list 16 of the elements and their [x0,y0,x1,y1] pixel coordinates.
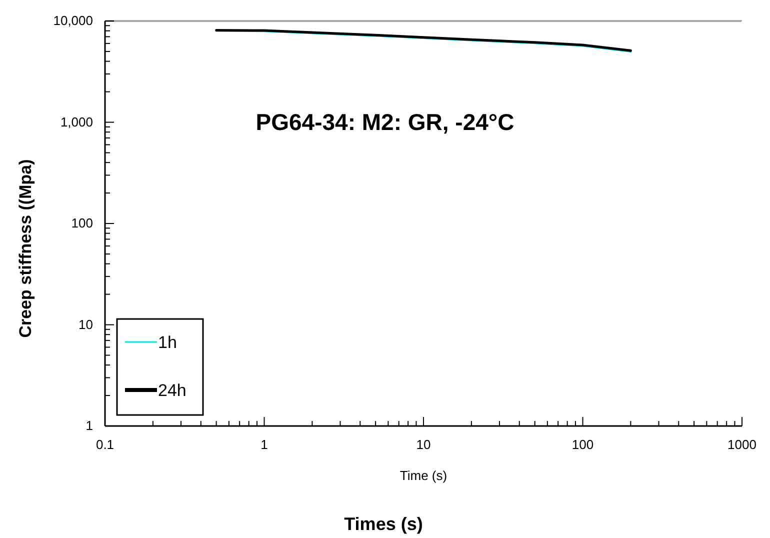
y-tick-label: 1 [86,418,93,434]
annotation: PG64-34: M2: GR, -24°C [256,109,514,135]
y-axis-title: Creep stiffness ((Mpa) [16,159,35,338]
y-tick-label: 10 [78,316,93,332]
x-tick-label: 1000 [728,437,756,452]
y-tick-label: 100 [71,216,93,231]
x-tick-label: 0.1 [96,437,114,452]
legend-label: 24h [158,381,186,400]
text: Time (s) [400,468,448,483]
y-tick-label: 10,000 [53,13,93,28]
x-axis-title: Times (s) [344,514,423,534]
x-tick-label: 10 [416,437,431,452]
x-tick-label: 1 [260,437,268,452]
y-tick-label: 1,000 [60,114,93,130]
x-tick-label: 100 [572,437,594,452]
legend-label: 1h [158,333,177,352]
